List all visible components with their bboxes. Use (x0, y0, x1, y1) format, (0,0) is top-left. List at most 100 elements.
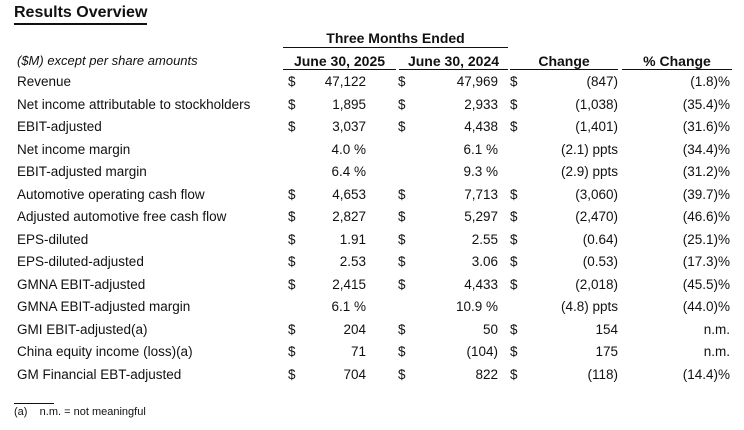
row-label: EBIT-adjusted margin (17, 164, 147, 179)
value-2025: 3,037 (332, 119, 366, 134)
row-label: GMNA EBIT-adjusted margin (17, 299, 191, 314)
currency-symbol: $ (510, 277, 518, 292)
currency-symbol: $ (398, 209, 406, 224)
currency-symbol: $ (510, 322, 518, 337)
value-2024: 10.9 % (455, 299, 498, 314)
value-2025: 1,895 (332, 97, 366, 112)
value-2024: 5,297 (464, 209, 498, 224)
currency-symbol: $ (510, 344, 518, 359)
value-2025: 6.1 % (331, 299, 366, 314)
table-row: GM Financial EBT-adjusted $ 704 $ 822 $ … (0, 364, 744, 386)
value-pct-change: (45.5)% (682, 277, 730, 292)
value-2024: 4,433 (464, 277, 498, 292)
row-label: EPS-diluted-adjusted (17, 254, 144, 269)
table-row: Revenue $ 47,122 $ 47,969 $ (847) (1.8)% (0, 71, 744, 93)
currency-symbol: $ (288, 232, 296, 247)
table-row: GMNA EBIT-adjusted $ 2,415 $ 4,433 $ (2,… (0, 274, 744, 296)
row-label: GMI EBIT-adjusted(a) (17, 322, 148, 337)
currency-symbol: $ (288, 367, 296, 382)
value-change: (2,018) (575, 277, 618, 292)
table-row: GMI EBIT-adjusted(a) $ 204 $ 50 $ 154 n.… (0, 319, 744, 341)
currency-symbol: $ (398, 322, 406, 337)
value-2025: 704 (343, 367, 366, 382)
currency-symbol: $ (398, 344, 406, 359)
currency-symbol: $ (288, 209, 296, 224)
value-2025: 1.91 (339, 232, 366, 247)
currency-symbol: $ (288, 322, 296, 337)
currency-symbol: $ (398, 187, 406, 202)
value-2024: 50 (482, 322, 498, 337)
value-pct-change: n.m. (703, 344, 730, 359)
footnote-rule (14, 403, 54, 404)
currency-symbol: $ (510, 97, 518, 112)
currency-symbol: $ (510, 119, 518, 134)
currency-symbol: $ (398, 119, 406, 134)
column-header-2024: June 30, 2024 (407, 53, 500, 69)
table-row: Adjusted automotive free cash flow $ 2,8… (0, 206, 744, 228)
value-2025: 47,122 (324, 74, 366, 89)
value-2024: 2.55 (471, 232, 498, 247)
value-pct-change: (46.6)% (682, 209, 730, 224)
currency-symbol: $ (398, 367, 406, 382)
currency-symbol: $ (398, 277, 406, 292)
value-pct-change: (39.7)% (682, 187, 730, 202)
table-row: China equity income (loss)(a) $ 71 $ (10… (0, 341, 744, 363)
row-label: Net income margin (17, 142, 131, 157)
column-rule-2024 (399, 69, 508, 70)
value-2025: 71 (350, 344, 366, 359)
value-2024: 822 (475, 367, 498, 382)
value-pct-change: (14.4)% (682, 367, 730, 382)
currency-symbol: $ (398, 254, 406, 269)
currency-symbol: $ (510, 232, 518, 247)
value-pct-change: (35.4)% (682, 97, 730, 112)
currency-symbol: $ (288, 119, 296, 134)
currency-symbol: $ (288, 97, 296, 112)
units-note: ($M) except per share amounts (17, 53, 198, 68)
currency-symbol: $ (510, 187, 518, 202)
value-pct-change: (31.2)% (682, 164, 730, 179)
currency-symbol: $ (398, 74, 406, 89)
value-change: 175 (595, 344, 618, 359)
period-group-header: Three Months Ended (326, 30, 465, 46)
value-change: (0.53) (582, 254, 618, 269)
currency-symbol: $ (288, 254, 296, 269)
column-rule-2025 (283, 69, 396, 70)
table-row: GMNA EBIT-adjusted margin 6.1 % 10.9 % (… (0, 296, 744, 318)
currency-symbol: $ (288, 187, 296, 202)
page-title: Results Overview (14, 3, 148, 25)
column-header-pct-change: % Change (643, 53, 711, 69)
value-2024: (104) (466, 344, 498, 359)
table-row: EPS-diluted $ 1.91 $ 2.55 $ (0.64) (25.1… (0, 229, 744, 251)
value-2024: 9.3 % (463, 164, 498, 179)
currency-symbol: $ (398, 232, 406, 247)
value-pct-change: (44.0)% (682, 299, 730, 314)
table-row: EBIT-adjusted margin 6.4 % 9.3 % (2.9) p… (0, 161, 744, 183)
table-row: EPS-diluted-adjusted $ 2.53 $ 3.06 $ (0.… (0, 251, 744, 273)
currency-symbol: $ (288, 344, 296, 359)
value-change: (2.9) ppts (560, 164, 618, 179)
value-pct-change: (31.6)% (682, 119, 730, 134)
value-change: (4.8) ppts (560, 299, 618, 314)
value-2025: 2.53 (339, 254, 366, 269)
value-2024: 7,713 (464, 187, 498, 202)
row-label: Net income attributable to stockholders (17, 97, 251, 112)
value-change: (3,060) (575, 187, 618, 202)
value-2025: 2,827 (332, 209, 366, 224)
value-change: (1,401) (575, 119, 618, 134)
footnote: (a) n.m. = not meaningful (14, 406, 146, 418)
row-label: GM Financial EBT-adjusted (17, 367, 182, 382)
row-label: EBIT-adjusted (17, 119, 102, 134)
column-header-2025: June 30, 2025 (293, 53, 386, 69)
value-change: (847) (586, 74, 618, 89)
row-label: Revenue (17, 74, 72, 89)
value-2024: 3.06 (471, 254, 498, 269)
value-2025: 2,415 (332, 277, 366, 292)
table-row: Net income attributable to stockholders … (0, 94, 744, 116)
value-2025: 4,653 (332, 187, 366, 202)
column-rule-pct-change (622, 69, 732, 70)
value-change: 154 (595, 322, 618, 337)
value-2025: 4.0 % (331, 142, 366, 157)
value-pct-change: (25.1)% (682, 232, 730, 247)
table-row: Net income margin 4.0 % 6.1 % (2.1) ppts… (0, 139, 744, 161)
table-row: Automotive operating cash flow $ 4,653 $… (0, 184, 744, 206)
